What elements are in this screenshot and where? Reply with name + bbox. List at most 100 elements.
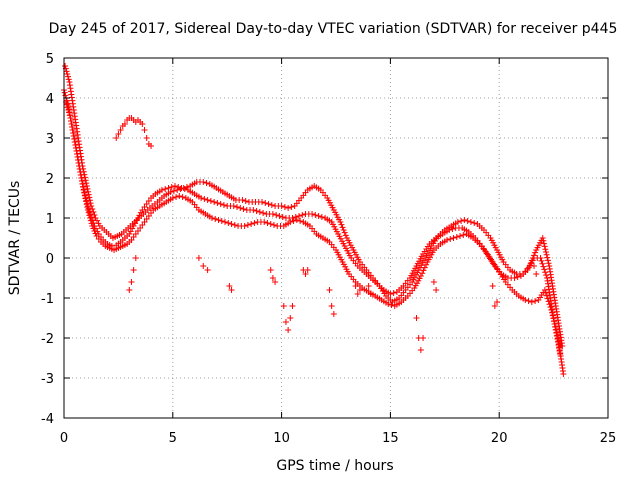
point-track-b [94,217,101,224]
point-track-a [542,269,549,276]
point-track-b [539,235,546,241]
point-track-a [292,214,299,220]
point-track-c [419,270,426,277]
point-track-b [342,232,349,239]
point-track-b [203,180,210,186]
point-track-a [299,212,306,218]
point-track-b [167,189,174,195]
point-drops [420,335,427,341]
point-track-a [211,199,218,205]
y-tick-label: 3 [46,132,54,147]
point-track-b [86,194,93,201]
point-track-b [544,254,551,261]
point-track-c [69,127,76,133]
point-track-c [287,219,294,225]
point-track-c [541,287,548,293]
point-track-c [290,218,297,224]
point-track-b [471,220,478,226]
point-track-a [171,183,178,189]
point-track-a [390,290,397,296]
y-tick-label: 0 [46,252,54,267]
point-track-b [268,202,275,208]
point-drops [352,283,359,289]
grid-lines [64,58,608,418]
point-track-a [233,204,240,210]
point-track-c [293,217,300,223]
point-track-c [453,234,460,240]
point-track-c [83,201,90,208]
point-track-c [460,232,467,238]
point-track-a [539,260,546,267]
point-track-c [385,301,392,307]
point-track-a [273,212,280,218]
point-track-c [80,184,87,190]
x-tick-label: 0 [60,431,68,446]
point-track-c [63,101,70,108]
point-track-b [259,199,266,205]
point-track-c [218,218,225,224]
point-track-b [541,243,548,250]
point-track-c [79,181,86,187]
point-track-b [91,212,98,218]
point-track-a [198,195,205,201]
point-track-b [88,203,95,209]
point-drops [200,263,207,269]
point-drops [330,311,337,317]
point-track-a [220,202,227,208]
point-drops [282,319,289,325]
point-track-a [214,200,221,206]
point-drops [491,303,498,309]
point-drops [533,271,540,277]
point-track-c [388,302,395,308]
point-track-a [543,272,550,279]
point-track-b [84,185,91,192]
point-track-c [71,136,78,142]
point-track-a [541,266,548,273]
point-track-b [529,255,536,261]
point-track-c [549,309,556,316]
point-track-c [550,315,557,322]
y-tick-labels: -4 -3 -2 -1 0 1 2 3 4 5 [41,52,54,427]
point-track-a [240,206,247,212]
point-track-b [545,260,552,267]
point-drops [367,291,374,297]
point-track-c [81,192,88,199]
point-track-a [126,231,133,237]
point-track-b [544,257,551,264]
point-track-b [174,187,181,193]
point-track-c [244,222,251,228]
point-drops [195,255,202,261]
point-track-b [183,184,190,190]
point-track-c [547,304,554,311]
point-track-a [207,198,214,204]
point-drops [430,279,437,285]
point-track-c [417,273,424,279]
point-track-b [89,206,96,212]
point-branch-early [113,135,120,141]
point-track-c [212,216,219,222]
point-track-c [66,109,73,116]
point-track-b [87,200,94,207]
point-track-c [80,187,87,193]
y-tick-label: 2 [46,172,54,187]
point-track-c [542,289,549,296]
y-tick-label: -4 [41,412,54,427]
point-drops [413,315,420,321]
point-track-c [78,178,85,184]
point-track-c [169,195,176,201]
point-track-b [288,204,295,210]
point-track-c [450,235,457,241]
data-points [61,63,567,377]
point-track-a [312,212,319,218]
point-track-a [162,186,169,192]
x-tick-label: 25 [600,431,617,446]
point-track-c [78,175,85,181]
point-drops [494,299,501,305]
point-track-b [464,218,471,224]
point-track-b [64,73,71,80]
point-track-c [552,326,559,333]
y-tick-label: 1 [46,212,54,227]
point-branch-early [148,143,155,149]
point-track-c [87,215,94,221]
point-track-a [276,213,283,219]
